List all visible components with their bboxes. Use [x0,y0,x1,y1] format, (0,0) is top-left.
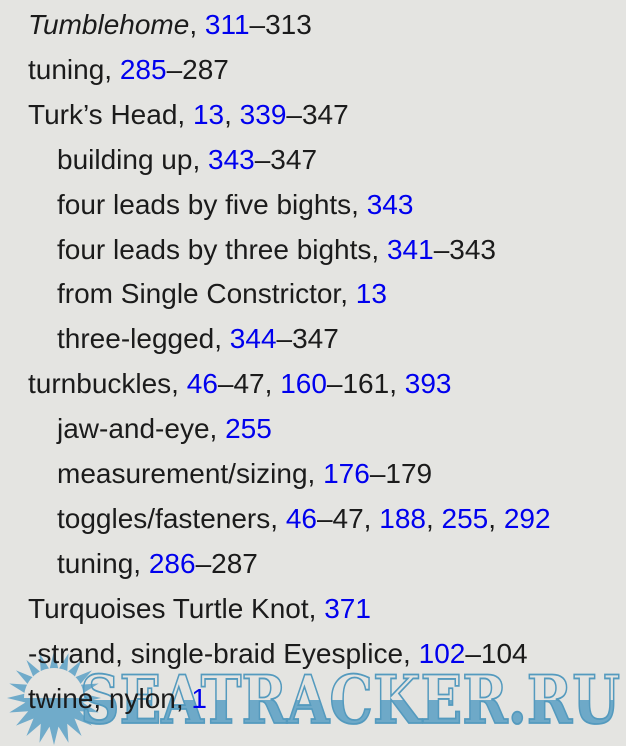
index-text: –287 [166,53,229,85]
page-link[interactable]: 160 [280,368,327,400]
index-list: Tumblehome, 311–313 tuning, 285–287 Turk’s… [0,3,626,722]
index-text: tuning, [28,53,120,85]
page-link[interactable]: 341 [386,233,434,265]
index-text: –47, [217,368,281,400]
index-text: tuning, [57,547,149,579]
index-text: –47, [316,502,380,534]
page-link[interactable]: 343 [366,188,414,220]
page-link[interactable]: 255 [225,413,272,445]
page-link[interactable]: 255 [441,502,489,534]
page-link[interactable]: 311 [204,9,250,40]
index-entry: Turk’s Head, 13, 339–347 [0,93,626,138]
index-entry: three-legged, 344–347 [0,317,626,362]
index-text: Turquoises Turtle Knot, [28,592,325,624]
page-link[interactable]: 286 [148,547,196,579]
page-link[interactable]: 176 [323,458,370,490]
page-link[interactable]: 339 [239,98,287,130]
page-link[interactable]: 292 [503,502,551,534]
index-text: –347 [286,98,349,130]
index-entry: building up, 343–347 [0,138,626,183]
index-entry: measurement/sizing, 176–179 [0,452,626,497]
index-text: –287 [195,547,258,579]
index-entry: four leads by three bights, 341–343 [0,228,626,273]
index-text: building up, [57,143,209,175]
page-link[interactable]: 46 [186,368,218,400]
index-text: Turk’s Head, [28,98,193,130]
page-link[interactable]: 46 [285,502,317,534]
index-text: turnbuckles, [28,368,187,400]
index-entry: toggles/fasteners, 46–47, 188, 255, 292 [0,497,626,542]
index-entry: Tumblehome, 311–313 [0,3,626,48]
index-text: -strand, single-braid Eyesplice, [28,637,419,669]
index-entry: Turquoises Turtle Knot, 371 [0,587,626,632]
page-link[interactable]: 188 [379,502,426,534]
index-text: jaw-and-eye, [57,413,226,445]
index-entry: from Single Constrictor, 13 [0,272,626,317]
page-link[interactable]: 13 [192,98,225,130]
index-entry: turnbuckles, 46–47, 160–161, 393 [0,362,626,407]
index-text: –313 [249,9,312,40]
page-link[interactable]: 393 [404,368,452,400]
page-link[interactable]: 343 [208,143,255,175]
index-text: three-legged, [57,323,230,355]
index-entry: twine, nylon, 1 [0,677,626,722]
index-text: , [488,502,504,534]
page-link[interactable]: 1 [191,682,207,714]
index-text: twine, nylon, [28,682,192,714]
page-link[interactable]: 285 [119,53,167,85]
index-text: –343 [433,233,496,265]
index-text: , [224,98,240,130]
page-link[interactable]: 102 [418,637,466,669]
index-text: from Single Constrictor, [57,278,356,310]
page-link[interactable]: 13 [355,278,387,310]
index-text: , [425,502,442,534]
page-link[interactable]: 371 [324,592,371,624]
index-term-italic: Tumblehome [28,9,190,40]
index-text: –347 [276,323,339,355]
index-entry: four leads by five bights, 343 [0,183,626,228]
page-link[interactable]: 344 [229,323,277,355]
index-text: –104 [465,637,528,669]
index-text: toggles/fasteners, [57,502,286,534]
index-entry: tuning, 286–287 [0,542,626,587]
index-text: –179 [369,458,433,490]
index-entry: jaw-and-eye, 255 [0,407,626,452]
index-entry: -strand, single-braid Eyesplice, 102–104 [0,632,626,677]
index-text: , [189,9,205,40]
index-text: –161, [326,368,405,400]
index-text: four leads by five bights, [57,188,367,220]
index-entry: tuning, 285–287 [0,48,626,93]
index-text: four leads by three bights, [57,233,387,265]
index-text: –347 [254,143,318,175]
index-text: measurement/sizing, [57,458,324,490]
